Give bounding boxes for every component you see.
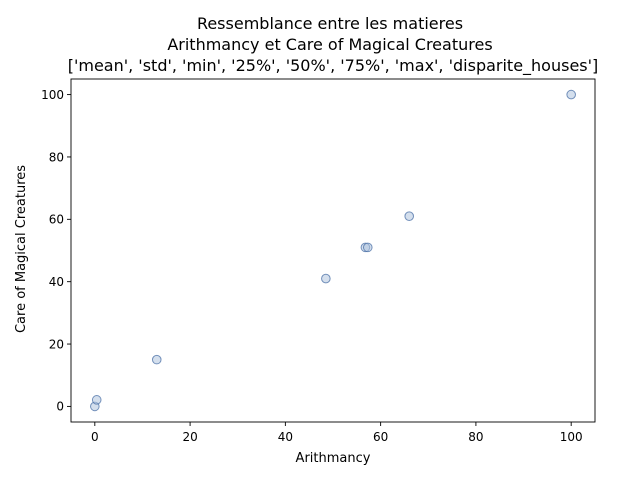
chart-title: Ressemblance entre les matieres Arithman… <box>68 14 599 76</box>
x-tick-label-20: 20 <box>182 430 197 444</box>
axis-ticks: 0 20 40 60 80 100 0 20 40 60 80 100 <box>41 88 583 444</box>
plot-frame <box>70 78 596 423</box>
y-tick-label-100: 100 <box>41 88 64 102</box>
y-tick-label-0: 0 <box>56 400 64 414</box>
y-tick-label-20: 20 <box>49 337 64 351</box>
x-tick-label-80: 80 <box>468 430 483 444</box>
y-axis-label: Care of Magical Creatures <box>14 165 29 333</box>
y-tick-label-80: 80 <box>49 150 64 164</box>
x-tick-label-40: 40 <box>278 430 293 444</box>
chart-title-line-1: Ressemblance entre les matieres <box>197 14 463 33</box>
data-point-6 <box>362 242 373 253</box>
chart-title-line-2: Arithmancy et Care of Magical Creatures <box>167 35 492 54</box>
x-axis-label: Arithmancy <box>296 451 371 466</box>
y-tick-label-60: 60 <box>49 213 64 227</box>
x-tick-label-100: 100 <box>560 430 583 444</box>
data-point-3 <box>151 354 162 365</box>
x-tick-label-0: 0 <box>91 430 99 444</box>
data-points <box>90 89 576 412</box>
data-point-4 <box>321 273 331 284</box>
data-point-8 <box>566 89 576 100</box>
x-tick-label-60: 60 <box>373 430 388 444</box>
y-tick-label-40: 40 <box>49 275 64 289</box>
data-point-7 <box>404 211 415 221</box>
data-point-2 <box>91 395 102 405</box>
chart-title-line-3: ['mean', 'std', 'min', '25%', '50%', '75… <box>68 56 599 76</box>
